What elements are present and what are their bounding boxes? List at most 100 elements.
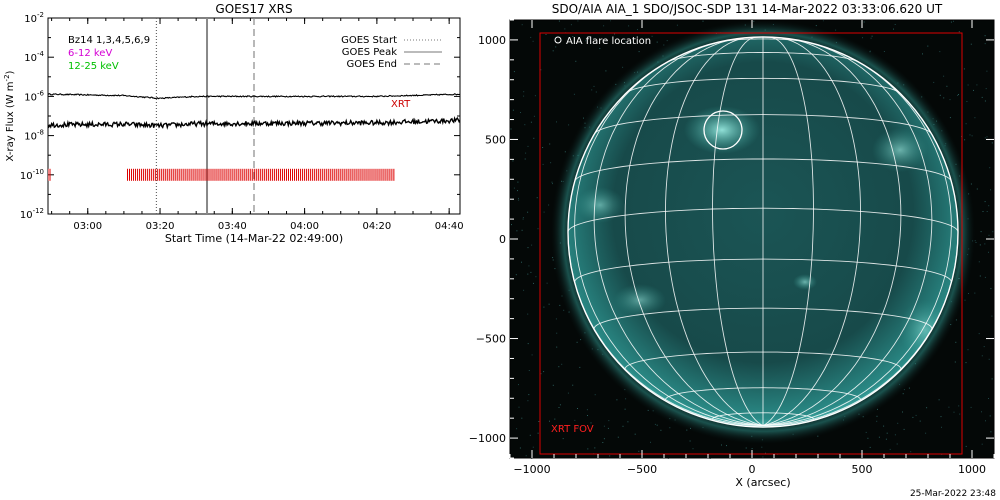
aia-axis-ticks: −1000 1000 −500 500 0 0 500 −500 1000 −1000 [469, 19, 995, 476]
aia-noise-speck [955, 319, 957, 321]
aia-noise-speck [966, 101, 968, 102]
aia-x-tick-label: −1000 [513, 463, 550, 476]
longitude-line [593, 41, 764, 426]
aia-noise-speck [610, 20, 611, 22]
goes-y-tick-exponent: -2 [37, 11, 44, 19]
longitude-line [762, 37, 814, 426]
aia-noise-speck [983, 346, 985, 348]
aia-noise-speck [602, 442, 604, 443]
aia-noise-speck [562, 438, 564, 440]
aia-noise-speck [599, 48, 601, 49]
aia-noise-speck [957, 94, 959, 96]
aia-noise-speck [985, 420, 986, 422]
aia-noise-speck [761, 446, 763, 448]
aia-noise-speck [647, 409, 649, 411]
aia-noise-speck [578, 426, 579, 428]
aia-noise-speck [558, 407, 560, 408]
aia-noise-speck [624, 408, 626, 410]
aia-noise-speck [564, 28, 566, 30]
aia-noise-speck [976, 84, 978, 86]
aia-noise-speck [593, 85, 595, 87]
aia-noise-speck [980, 231, 982, 233]
aia-noise-speck [518, 199, 520, 201]
aia-noise-speck [587, 415, 588, 416]
aia-noise-speck [512, 160, 514, 162]
aia-noise-speck [939, 51, 941, 53]
aia-noise-speck [527, 313, 529, 315]
aia-noise-speck [548, 204, 550, 206]
aia-noise-speck [889, 448, 891, 450]
goes-y-tick-exponent: -12 [33, 207, 44, 215]
aia-noise-speck [533, 115, 535, 117]
aia-noise-speck [510, 128, 512, 130]
aia-noise-speck [959, 413, 961, 415]
aia-noise-speck [925, 432, 927, 434]
aia-noise-speck [545, 34, 547, 35]
goes-x-axis-label: Start Time (14-Mar-22 02:49:00) [165, 232, 343, 245]
aia-noise-speck [513, 71, 515, 73]
aia-noise-speck [518, 406, 520, 408]
aia-noise-speck [865, 431, 867, 433]
aia-noise-speck [991, 378, 993, 380]
aia-noise-speck [532, 446, 534, 448]
aia-noise-speck [513, 187, 515, 189]
aia-noise-speck [530, 36, 532, 38]
sun-limb [567, 36, 959, 428]
aia-noise-speck [883, 51, 885, 52]
goes-y-tick-base: 10 [20, 210, 33, 221]
aia-noise-speck [517, 190, 518, 192]
aia-noise-speck [521, 417, 523, 419]
aia-noise-speck [815, 25, 817, 27]
aia-noise-speck [721, 444, 722, 446]
aia-noise-speck [862, 37, 863, 39]
aia-noise-speck [762, 456, 764, 458]
aia-noise-speck [990, 189, 991, 191]
aia-noise-speck [607, 427, 609, 429]
aia-noise-speck [520, 112, 521, 113]
aia-noise-speck [965, 445, 967, 447]
aia-noise-speck [559, 304, 561, 306]
aia-noise-speck [540, 373, 542, 375]
aia-noise-speck [927, 45, 929, 47]
aia-noise-speck [689, 440, 691, 442]
aia-noise-speck [981, 411, 982, 413]
aia-noise-speck [552, 183, 553, 185]
aia-noise-speck [543, 371, 545, 373]
aia-noise-speck [867, 437, 869, 439]
aia-noise-speck [660, 429, 662, 431]
aia-noise-speck [603, 425, 605, 427]
goes-y-tick-base: 10 [24, 132, 37, 143]
aia-noise-speck [542, 147, 544, 148]
aia-noise-speck [984, 276, 986, 278]
aia-noise-speck [973, 89, 974, 91]
aia-noise-speck [638, 450, 640, 452]
aia-noise-speck [894, 434, 896, 436]
aia-noise-speck [533, 282, 534, 284]
aia-noise-speck [835, 29, 837, 31]
aia-noise-speck [876, 415, 878, 417]
aia-noise-speck [511, 224, 512, 226]
aia-noise-speck [894, 24, 896, 25]
aia-noise-speck [567, 392, 569, 394]
aia-noise-speck [953, 20, 954, 22]
aia-noise-speck [676, 24, 678, 26]
aia-noise-speck [561, 363, 563, 365]
aia-noise-speck [964, 139, 966, 141]
active-region-south [793, 274, 817, 290]
aia-noise-speck [978, 333, 980, 335]
goes-y-tick-label: 10-2 [24, 11, 44, 25]
aia-noise-speck [573, 93, 575, 95]
aia-x-tick-label: 500 [852, 463, 873, 476]
goes-y-tick-base: 10 [20, 171, 33, 182]
aia-noise-speck [521, 261, 522, 263]
aia-noise-speck [976, 188, 978, 190]
aia-noise-speck [822, 20, 824, 22]
aia-noise-speck [555, 318, 557, 320]
aia-noise-speck [558, 20, 560, 22]
aia-noise-speck [570, 24, 572, 26]
aia-noise-speck [522, 218, 524, 220]
aia-noise-speck [516, 428, 518, 430]
aia-noise-speck [516, 230, 518, 232]
aia-title: SDO/AIA AIA_1 SDO/JSOC-SDP 131 14-Mar-20… [552, 2, 943, 16]
